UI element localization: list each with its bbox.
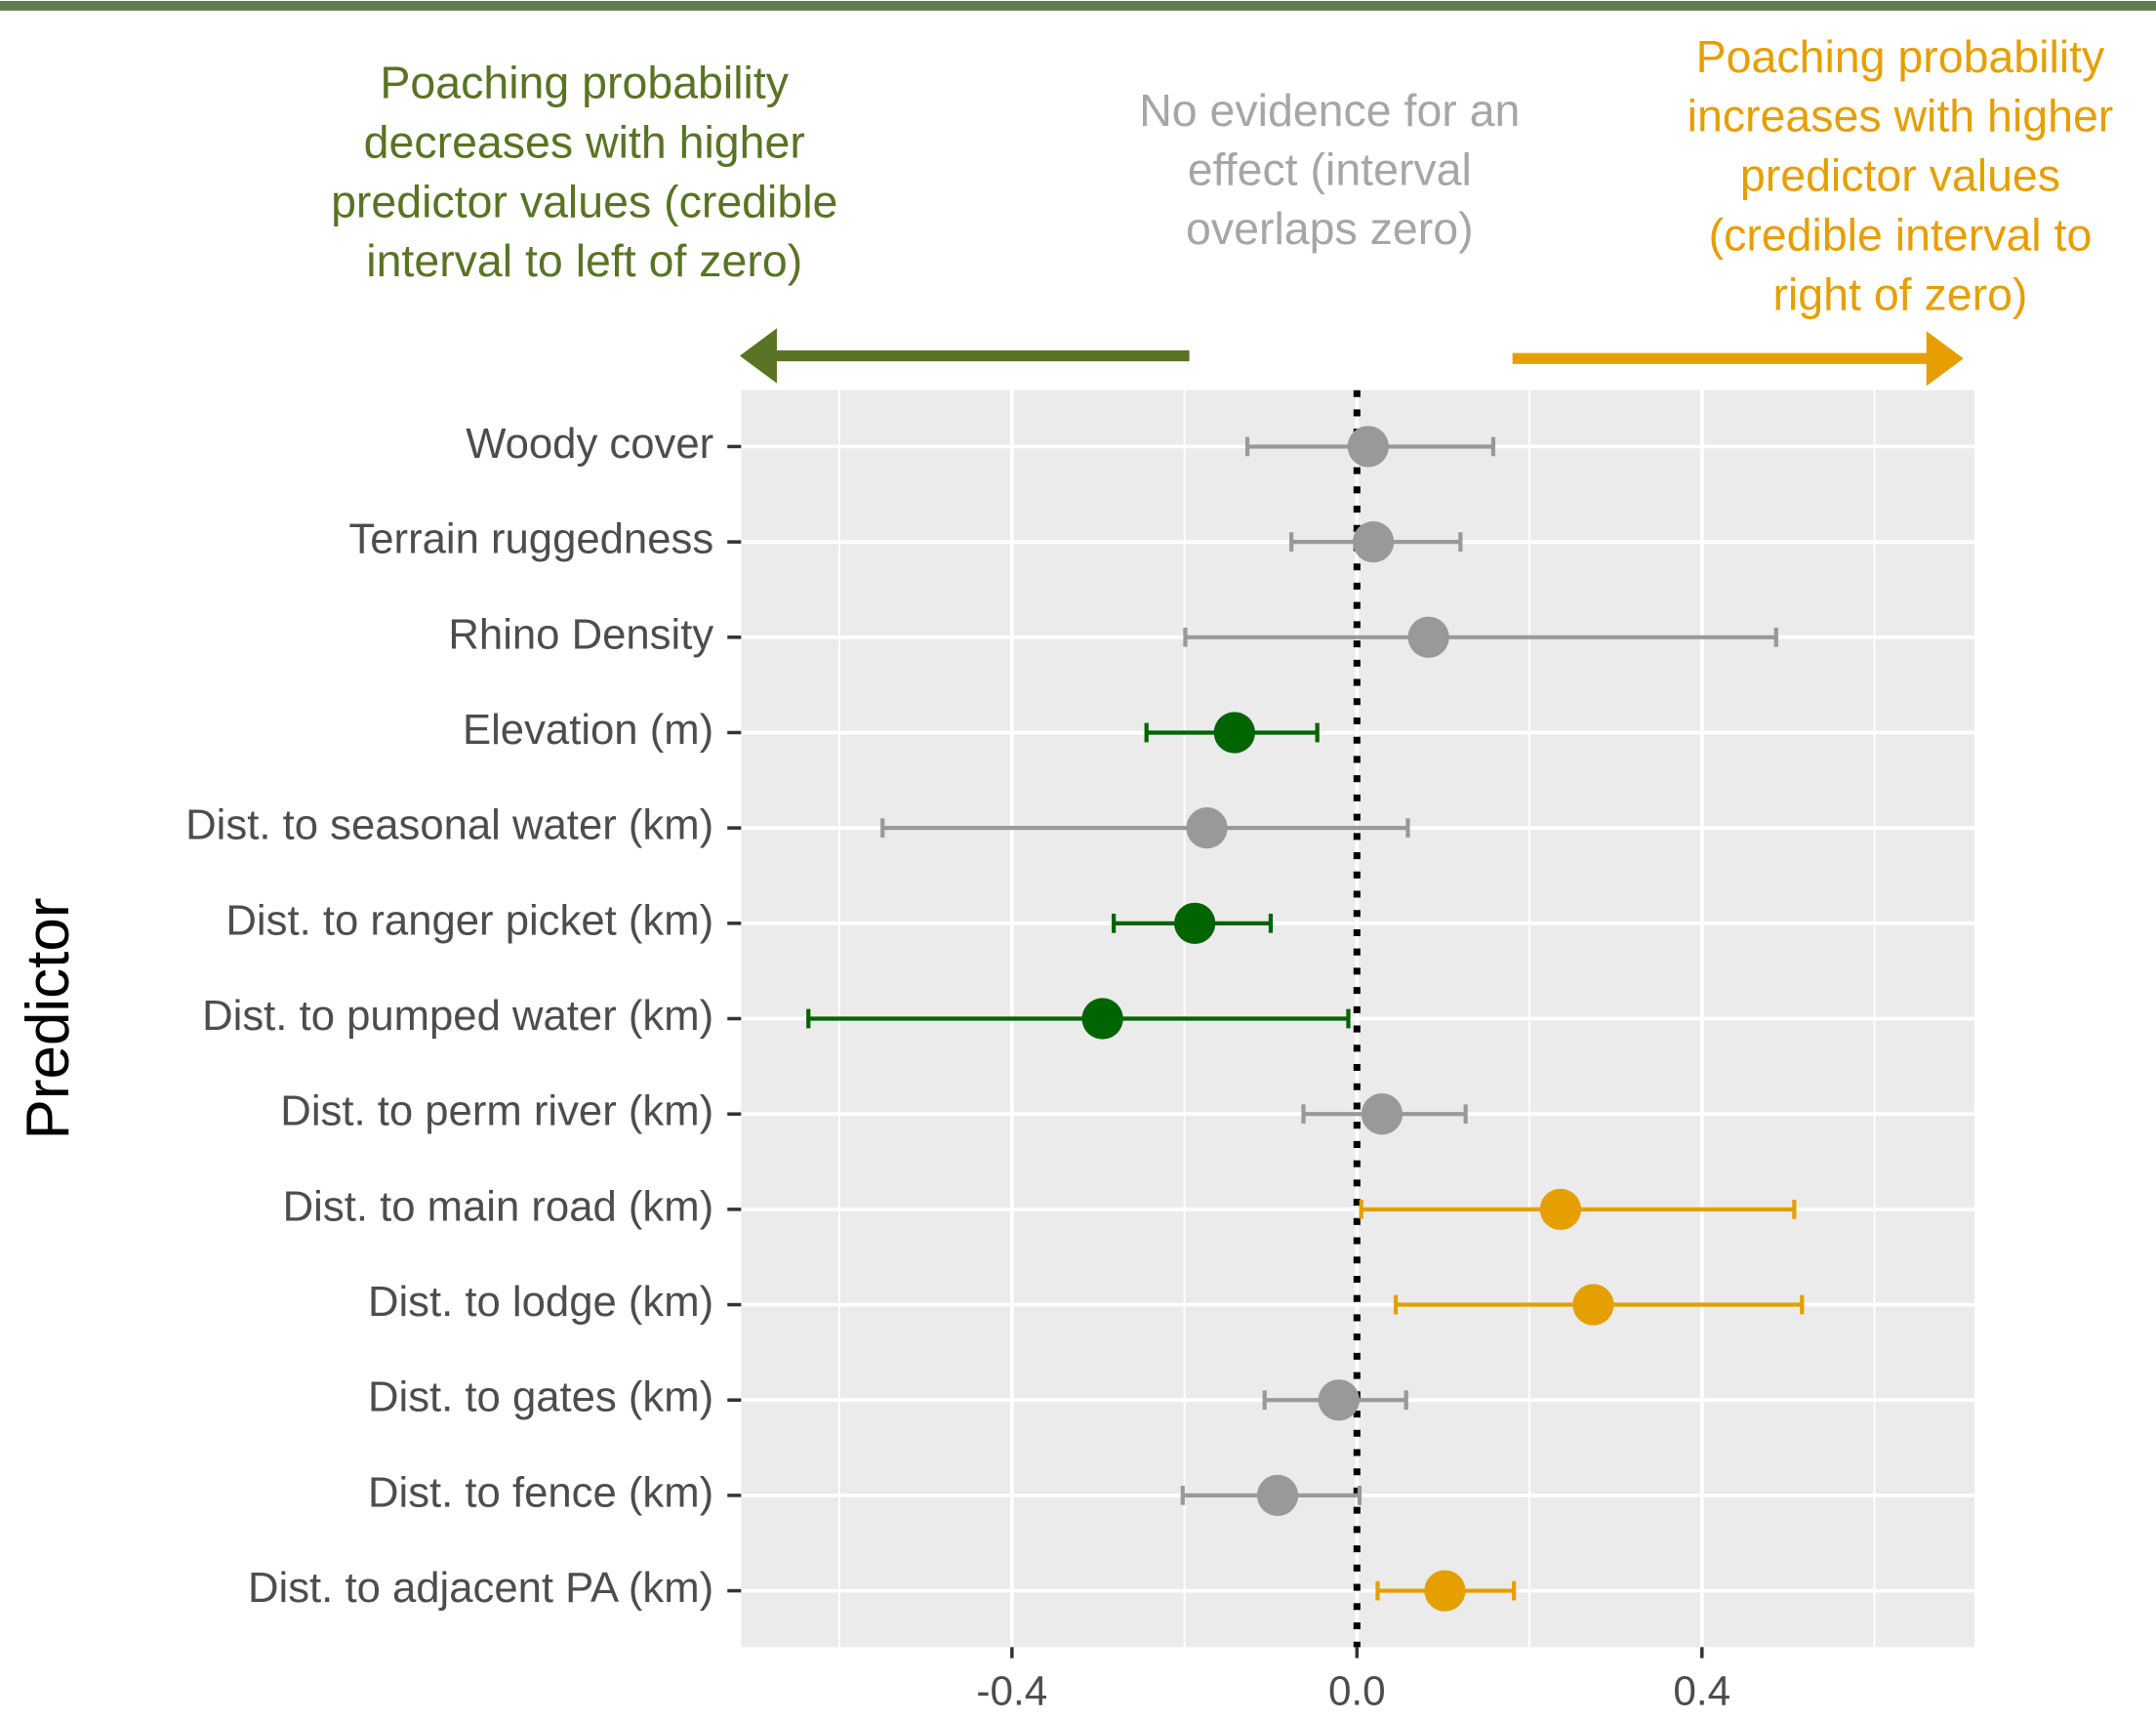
annotation: effect (interval	[1188, 143, 1472, 194]
estimate-point	[1407, 616, 1449, 658]
annotation: Poaching probability	[380, 58, 789, 108]
x-tick-label: 0.4	[1673, 1667, 1730, 1713]
estimate-point	[1539, 1188, 1581, 1230]
estimate-point	[1318, 1379, 1360, 1421]
annotation: decreases with higher	[364, 116, 805, 167]
estimate-point	[1081, 998, 1123, 1040]
estimate-point	[1424, 1570, 1466, 1612]
annotation: overlaps zero)	[1186, 203, 1474, 254]
estimate-point	[1347, 426, 1389, 468]
estimate-point	[1572, 1284, 1614, 1326]
x-tick-label: 0.0	[1328, 1667, 1386, 1713]
estimate-point	[1174, 902, 1216, 944]
estimate-point	[1213, 712, 1255, 754]
annotation: right of zero)	[1772, 268, 2027, 319]
estimate-point	[1361, 1093, 1403, 1135]
y-tick-label: Dist. to perm river (km)	[280, 1087, 713, 1135]
y-axis-label: Predictor	[15, 898, 82, 1140]
y-tick-label: Dist. to seasonal water (km)	[185, 801, 713, 849]
y-tick-label: Dist. to lodge (km)	[368, 1278, 713, 1326]
y-tick-label: Dist. to ranger picket (km)	[225, 896, 713, 944]
left-arrow-head	[739, 328, 777, 384]
x-tick-label: -0.4	[976, 1667, 1047, 1713]
annotation: increases with higher	[1688, 91, 2114, 142]
top-strip	[0, 0, 2156, 11]
estimate-point	[1352, 520, 1395, 563]
y-tick-label: Dist. to pumped water (km)	[202, 992, 713, 1040]
y-tick-label: Terrain ruggedness	[348, 515, 713, 563]
y-tick-label: Dist. to fence (km)	[368, 1468, 713, 1516]
y-tick-label: Rhino Density	[448, 610, 713, 658]
annotation: (credible interval to	[1709, 209, 2093, 260]
annotation: interval to left of zero)	[366, 235, 802, 286]
y-tick-label: Dist. to main road (km)	[283, 1182, 714, 1230]
y-tick-label: Dist. to gates (km)	[368, 1373, 713, 1421]
y-tick-label: Dist. to adjacent PA (km)	[248, 1564, 713, 1612]
y-tick-label: Elevation (m)	[463, 706, 713, 754]
right-arrow-head	[1926, 331, 1964, 387]
annotation: predictor values (credible	[331, 176, 837, 226]
y-tick-label: Woody cover	[466, 420, 713, 468]
annotation: predictor values	[1740, 150, 2060, 201]
annotation: No evidence for an	[1139, 85, 1520, 136]
estimate-point	[1256, 1474, 1299, 1517]
annotation: Poaching probability	[1696, 31, 2105, 82]
estimate-point	[1186, 807, 1228, 849]
